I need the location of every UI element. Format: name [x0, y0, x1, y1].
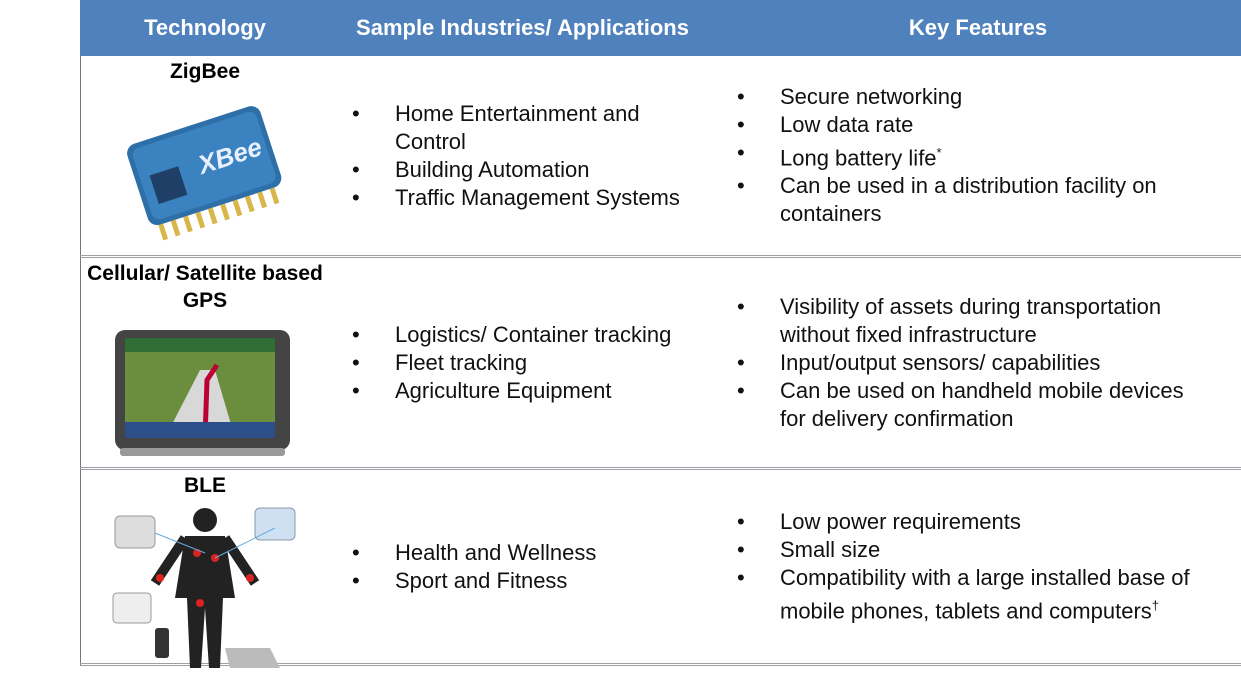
- features-list: Low power requirementsSmall sizeCompatib…: [735, 508, 1215, 625]
- feature-item: Low power requirements: [735, 508, 1215, 536]
- feature-text: Low data rate: [780, 111, 914, 137]
- feature-text: Low power requirements: [780, 508, 1021, 534]
- applications-list: Health and WellnessSport and Fitness: [350, 539, 710, 595]
- feature-text: Compatibility with a large installed bas…: [780, 564, 1190, 624]
- feature-text: Secure networking: [780, 83, 963, 109]
- header-cell: Sample Industries/ Applications: [330, 0, 715, 56]
- technology-image: [105, 320, 305, 465]
- applications-cell: Home Entertainment and ControlBuilding A…: [350, 56, 710, 255]
- application-item: Agriculture Equipment: [350, 377, 710, 405]
- application-item: Sport and Fitness: [350, 567, 710, 595]
- feature-text: Can be used on handheld mobile devices f…: [780, 377, 1184, 431]
- feature-text: Visibility of assets during transportati…: [780, 293, 1162, 347]
- table-row: BLE Health and WellnessSport and Fitness L…: [80, 470, 1241, 668]
- application-item: Fleet tracking: [350, 349, 710, 377]
- features-cell: Secure networkingLow data rateLong batte…: [735, 56, 1215, 255]
- table-border: [80, 56, 81, 666]
- applications-cell: Health and WellnessSport and Fitness: [350, 470, 710, 663]
- application-item: Building Automation: [350, 156, 710, 184]
- footnote-mark: †: [1151, 597, 1160, 613]
- technology-image: [105, 498, 305, 678]
- header-cell: Key Features: [715, 0, 1241, 56]
- feature-text: Can be used in a distribution facility o…: [780, 173, 1157, 227]
- feature-item: Secure networking: [735, 83, 1215, 111]
- table-row: Cellular/ Satellite based GPS Logistics/ …: [80, 258, 1241, 470]
- feature-item: Low data rate: [735, 111, 1215, 139]
- feature-text: Small size: [780, 536, 881, 562]
- applications-cell: Logistics/ Container trackingFleet track…: [350, 258, 710, 467]
- technology-image: XBee: [105, 88, 305, 253]
- application-item: Home Entertainment and Control: [350, 100, 710, 156]
- features-list: Secure networkingLow data rateLong batte…: [735, 83, 1215, 228]
- feature-text: Input/output sensors/ capabilities: [780, 349, 1101, 375]
- table-row: ZigBee XBee Home Entertainment and Control…: [80, 56, 1241, 258]
- features-list: Visibility of assets during transportati…: [735, 293, 1215, 433]
- feature-item: Visibility of assets during transportati…: [735, 293, 1215, 349]
- technology-name: BLE: [184, 474, 226, 497]
- application-item: Traffic Management Systems: [350, 184, 710, 212]
- application-item: Health and Wellness: [350, 539, 710, 567]
- features-cell: Low power requirementsSmall sizeCompatib…: [735, 470, 1215, 663]
- feature-item: Can be used on handheld mobile devices f…: [735, 377, 1215, 433]
- features-cell: Visibility of assets during transportati…: [735, 258, 1215, 467]
- footnote-mark: *: [936, 144, 942, 160]
- application-item: Logistics/ Container tracking: [350, 321, 710, 349]
- applications-list: Home Entertainment and ControlBuilding A…: [350, 100, 710, 212]
- feature-item: Small size: [735, 536, 1215, 564]
- feature-text: Long battery life: [780, 145, 937, 171]
- feature-item: Long battery life*: [735, 139, 1215, 172]
- feature-item: Compatibility with a large installed bas…: [735, 564, 1215, 625]
- applications-list: Logistics/ Container trackingFleet track…: [350, 321, 710, 405]
- technology-name: Cellular/ Satellite based GPS: [87, 262, 323, 312]
- header-cell: Technology: [80, 0, 330, 56]
- technology-name: ZigBee: [169, 60, 240, 83]
- feature-item: Input/output sensors/ capabilities: [735, 349, 1215, 377]
- feature-item: Can be used in a distribution facility o…: [735, 172, 1215, 228]
